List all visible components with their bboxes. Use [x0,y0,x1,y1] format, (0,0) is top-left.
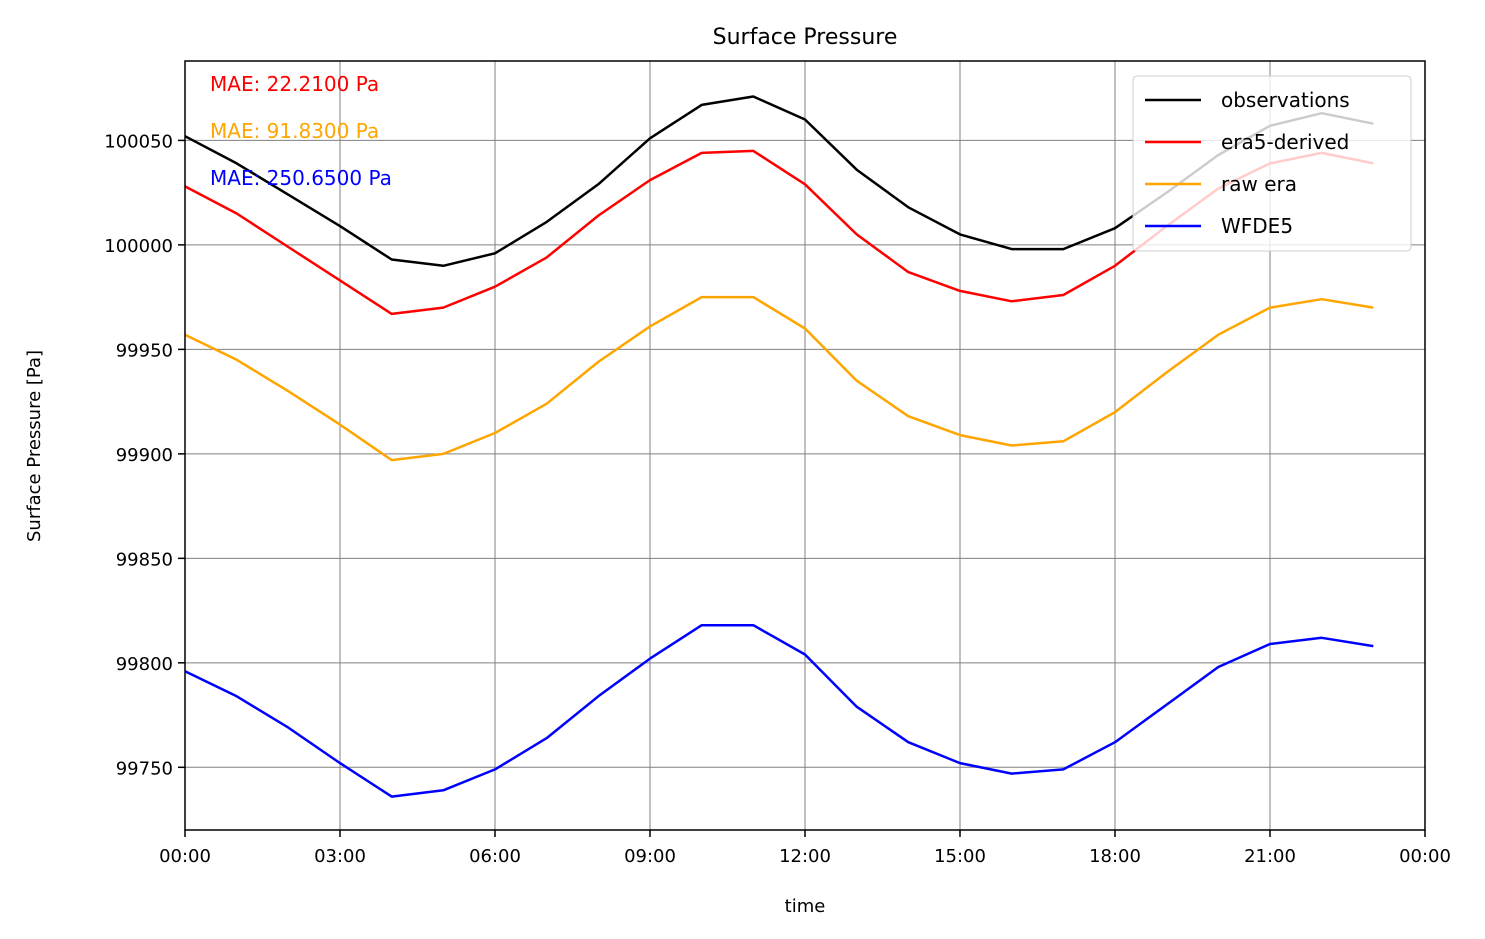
legend: observations era5-derived raw era WFDE5 [1132,75,1412,252]
x-tick-label: 15:00 [934,846,986,867]
x-tick-label: 06:00 [469,846,521,867]
y-tick-label: 99750 [116,758,173,779]
x-tick-label: 03:00 [314,846,366,867]
x-axis-label: time [785,896,826,917]
legend-label: observations [1221,88,1350,112]
mae-annotation: MAE: 250.6500 Pa [210,166,392,190]
x-tick-label: 00:00 [1399,846,1451,867]
chart-title: Surface Pressure [713,25,898,50]
mae-annotations: MAE: 22.2100 Pa MAE: 91.8300 Pa MAE: 250.6… [210,72,392,190]
x-tick-label: 00:00 [159,846,211,867]
series-line-raw-era [184,295,1374,462]
series-line-wfde5 [184,623,1374,798]
x-tick-label: 12:00 [779,846,831,867]
x-tick-label: 21:00 [1244,846,1296,867]
x-tick-label: 18:00 [1089,846,1141,867]
y-tick-label: 100000 [104,236,173,257]
legend-label: WFDE5 [1221,214,1293,238]
legend-label: era5-derived [1221,130,1349,154]
y-tick-label: 99950 [116,340,173,361]
mae-annotation: MAE: 91.8300 Pa [210,119,379,143]
x-tick-label: 09:00 [624,846,676,867]
mae-annotation: MAE: 22.2100 Pa [210,72,379,96]
y-tick-label: 99850 [116,549,173,570]
legend-box [1132,75,1412,252]
y-tick-label: 99900 [116,445,173,466]
y-axis-label: Surface Pressure [Pa] [24,350,45,542]
axis-ticks: 00:00 03:00 06:00 09:00 12:00 15:00 18:00 21:00… [104,131,1451,867]
y-tick-label: 100050 [104,131,173,152]
legend-label: raw era [1221,172,1297,196]
y-tick-label: 99800 [116,654,173,675]
